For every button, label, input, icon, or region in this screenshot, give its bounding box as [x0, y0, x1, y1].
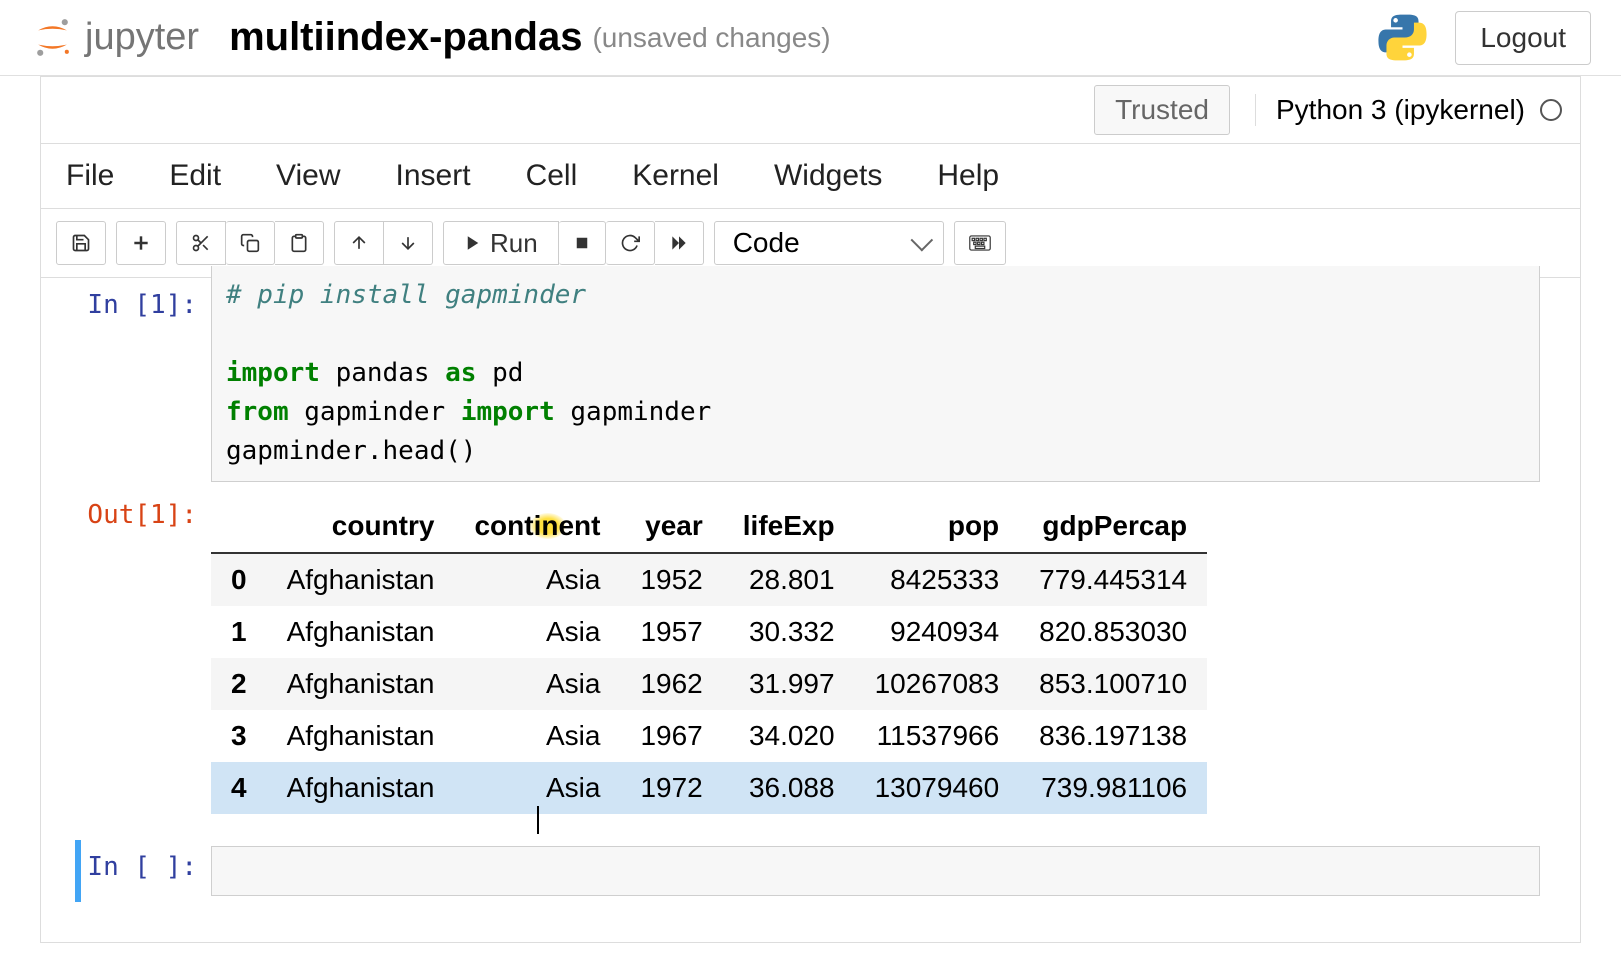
- menu-help[interactable]: Help: [937, 159, 999, 193]
- code-input-1[interactable]: # pip install gapminder import pandas as…: [211, 266, 1540, 482]
- menu-view[interactable]: View: [276, 159, 340, 193]
- move-up-button[interactable]: [334, 221, 384, 265]
- jupyter-logo[interactable]: jupyter: [30, 15, 199, 60]
- table-cell: Afghanistan: [267, 606, 455, 658]
- table-cell: 31.997: [723, 658, 855, 710]
- table-cell: 8425333: [855, 553, 1020, 606]
- dataframe-table: country continent year lifeExp pop gdpPe…: [211, 500, 1207, 814]
- jupyter-icon: [30, 15, 75, 60]
- in-prompt-1: In [1]:: [81, 284, 211, 482]
- code-cell-1[interactable]: In [1]: # pip install gapminder import p…: [81, 278, 1540, 488]
- run-label: Run: [490, 228, 538, 259]
- cut-button[interactable]: [176, 221, 226, 265]
- logout-button[interactable]: Logout: [1455, 11, 1591, 65]
- add-cell-button[interactable]: [116, 221, 166, 265]
- interrupt-button[interactable]: [559, 221, 606, 265]
- row-index: 0: [211, 553, 267, 606]
- menu-file[interactable]: File: [66, 159, 114, 193]
- output-cell-1: Out[1]: country continent year lifeExp p…: [81, 488, 1540, 820]
- table-cell: 11537966: [855, 710, 1020, 762]
- run-button[interactable]: Run: [443, 221, 559, 265]
- menu-insert[interactable]: Insert: [396, 159, 471, 193]
- table-cell: 820.853030: [1019, 606, 1207, 658]
- header-bar: jupyter multiindex-pandas (unsaved chang…: [0, 0, 1621, 76]
- menu-bar: File Edit View Insert Cell Kernel Widget…: [41, 144, 1580, 209]
- kernel-indicator-icon[interactable]: [1540, 99, 1562, 121]
- table-cell: Afghanistan: [267, 762, 455, 814]
- table-row: 0AfghanistanAsia195228.8018425333779.445…: [211, 553, 1207, 606]
- out-prompt-1: Out[1]:: [81, 494, 211, 814]
- restart-button[interactable]: [606, 221, 655, 265]
- row-index: 2: [211, 658, 267, 710]
- table-cell: 36.088: [723, 762, 855, 814]
- df-col-lifeexp: lifeExp: [723, 500, 855, 553]
- kernel-label: Python 3 (ipykernel): [1255, 94, 1562, 126]
- table-cell: 1952: [620, 553, 722, 606]
- table-row: 2AfghanistanAsia196231.99710267083853.10…: [211, 658, 1207, 710]
- df-col-gdppercap: gdpPercap: [1019, 500, 1207, 553]
- table-cell: 30.332: [723, 606, 855, 658]
- table-cell: 1957: [620, 606, 722, 658]
- row-index: 1: [211, 606, 267, 658]
- table-cell: Asia: [454, 553, 620, 606]
- df-col-country: country: [267, 500, 455, 553]
- table-cell: 9240934: [855, 606, 1020, 658]
- save-button[interactable]: [56, 221, 106, 265]
- menu-widgets[interactable]: Widgets: [774, 159, 882, 193]
- table-cell: Afghanistan: [267, 710, 455, 762]
- table-cell: Afghanistan: [267, 658, 455, 710]
- code-input-blank[interactable]: [211, 846, 1540, 896]
- table-cell: 853.100710: [1019, 658, 1207, 710]
- df-col-year: year: [620, 500, 722, 553]
- notebook-save-status: (unsaved changes): [592, 22, 830, 54]
- df-col-pop: pop: [855, 500, 1020, 553]
- menu-edit[interactable]: Edit: [169, 159, 221, 193]
- table-cell: 10267083: [855, 658, 1020, 710]
- table-row: 1AfghanistanAsia195730.3329240934820.853…: [211, 606, 1207, 658]
- table-cell: 779.445314: [1019, 553, 1207, 606]
- copy-button[interactable]: [226, 221, 275, 265]
- restart-run-all-button[interactable]: [655, 221, 704, 265]
- table-cell: 1962: [620, 658, 722, 710]
- row-index: 4: [211, 762, 267, 814]
- table-cell: 1972: [620, 762, 722, 814]
- table-cell: Asia: [454, 606, 620, 658]
- paste-button[interactable]: [275, 221, 324, 265]
- table-cell: Asia: [454, 762, 620, 814]
- table-cell: Afghanistan: [267, 553, 455, 606]
- df-header-row: country continent year lifeExp pop gdpPe…: [211, 500, 1207, 553]
- kernel-name: Python 3 (ipykernel): [1276, 94, 1525, 126]
- df-col-continent: continent: [454, 500, 620, 553]
- table-cell: 34.020: [723, 710, 855, 762]
- table-cell: 1967: [620, 710, 722, 762]
- trust-row: Trusted Python 3 (ipykernel): [41, 77, 1580, 144]
- notebook-area: In [1]: # pip install gapminder import p…: [81, 278, 1540, 942]
- notebook-title[interactable]: multiindex-pandas: [229, 15, 582, 60]
- python-icon: [1375, 10, 1430, 65]
- table-cell: 739.981106: [1019, 762, 1207, 814]
- cell-type-select[interactable]: Code: [714, 221, 944, 265]
- in-prompt-blank: In [ ]:: [81, 846, 211, 896]
- toolbar-container: Trusted Python 3 (ipykernel) File Edit V…: [40, 76, 1581, 943]
- command-palette-button[interactable]: [954, 221, 1006, 265]
- table-row: 3AfghanistanAsia196734.02011537966836.19…: [211, 710, 1207, 762]
- cell-type-value: Code: [733, 227, 800, 259]
- row-index: 3: [211, 710, 267, 762]
- table-cell: 13079460: [855, 762, 1020, 814]
- code-comment: # pip install gapminder: [226, 280, 586, 310]
- table-cell: Asia: [454, 658, 620, 710]
- jupyter-label: jupyter: [85, 16, 199, 59]
- code-cell-blank[interactable]: In [ ]:: [75, 840, 1540, 902]
- menu-kernel[interactable]: Kernel: [632, 159, 719, 193]
- table-row: 4AfghanistanAsia197236.08813079460739.98…: [211, 762, 1207, 814]
- table-cell: 836.197138: [1019, 710, 1207, 762]
- trusted-button[interactable]: Trusted: [1094, 85, 1230, 135]
- menu-cell[interactable]: Cell: [526, 159, 578, 193]
- table-cell: Asia: [454, 710, 620, 762]
- df-index-header: [211, 500, 267, 553]
- move-down-button[interactable]: [384, 221, 433, 265]
- table-cell: 28.801: [723, 553, 855, 606]
